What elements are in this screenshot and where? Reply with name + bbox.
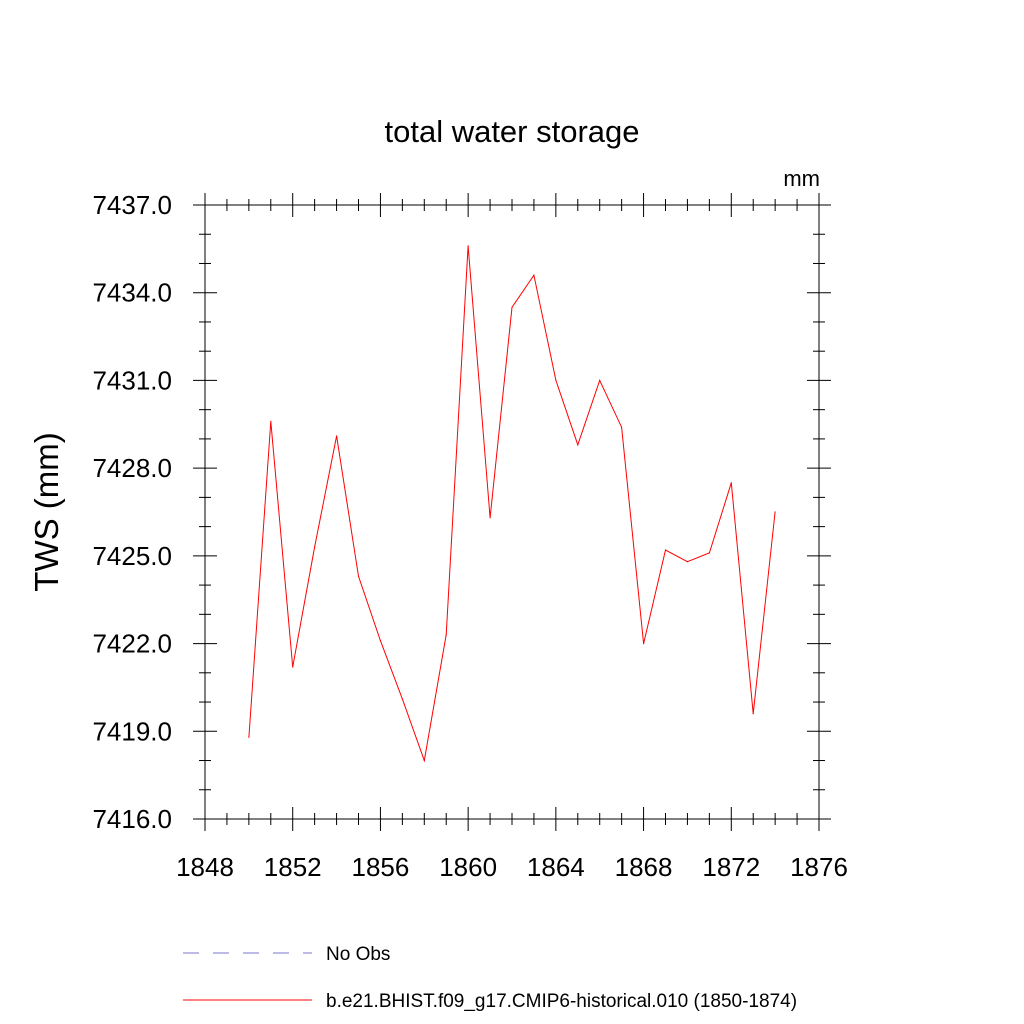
data-point <box>270 420 272 422</box>
data-point <box>467 245 469 247</box>
data-point <box>599 379 601 381</box>
legend-label: b.e21.BHIST.f09_g17.CMIP6-historical.010… <box>326 991 797 1012</box>
data-point <box>621 426 623 428</box>
legend-label: No Obs <box>326 944 390 965</box>
data-point <box>489 517 491 519</box>
data-point <box>708 552 711 554</box>
x-tick-label: 1848 <box>176 852 234 882</box>
y-tick-label: 7428.0 <box>92 453 172 483</box>
y-tick-label: 7416.0 <box>92 804 172 834</box>
data-point <box>336 435 338 437</box>
x-tick-label: 1864 <box>527 852 585 882</box>
data-point <box>445 634 447 636</box>
data-point <box>314 546 316 548</box>
series-layer <box>248 245 776 763</box>
chart-title: total water storage <box>384 114 639 149</box>
y-tick-label: 7422.0 <box>92 629 172 659</box>
axis-ticks <box>193 193 831 831</box>
data-point <box>686 561 689 563</box>
data-point <box>248 736 250 738</box>
x-tick-label: 1856 <box>352 852 410 882</box>
y-tick-label: 7431.0 <box>92 365 172 395</box>
y-tick-label: 7419.0 <box>92 716 172 746</box>
data-point <box>664 549 667 551</box>
axis-tick-labels: 1848 1852 1856 1860 1864 1868 1872 1876 7416.0 74… <box>92 190 847 882</box>
data-point <box>577 444 579 446</box>
y-tick-label: 7425.0 <box>92 541 172 571</box>
data-point <box>292 666 294 668</box>
x-tick-label: 1876 <box>790 852 848 882</box>
x-tick-label: 1868 <box>615 852 673 882</box>
x-tick-label: 1872 <box>702 852 760 882</box>
data-point <box>555 379 557 381</box>
series-line <box>248 245 776 763</box>
data-point <box>379 640 381 642</box>
data-point <box>357 575 360 577</box>
plot-frame <box>204 204 820 820</box>
data-point <box>730 482 732 484</box>
data-point <box>511 306 513 308</box>
data-point <box>401 698 403 700</box>
x-tick-label: 1860 <box>439 852 497 882</box>
units-label: mm <box>783 166 820 191</box>
legend: No Obs b.e21.BHIST.f09_g17.CMIP6-historic… <box>183 944 797 1012</box>
y-axis-label: TWS (mm) <box>28 432 65 591</box>
x-tick-label: 1852 <box>264 852 322 882</box>
data-point <box>533 274 535 276</box>
data-point <box>774 511 776 513</box>
data-point <box>643 643 645 645</box>
data-point <box>423 759 425 762</box>
y-tick-label: 7434.0 <box>92 278 172 308</box>
data-point <box>752 713 754 715</box>
y-tick-label: 7437.0 <box>92 190 172 220</box>
